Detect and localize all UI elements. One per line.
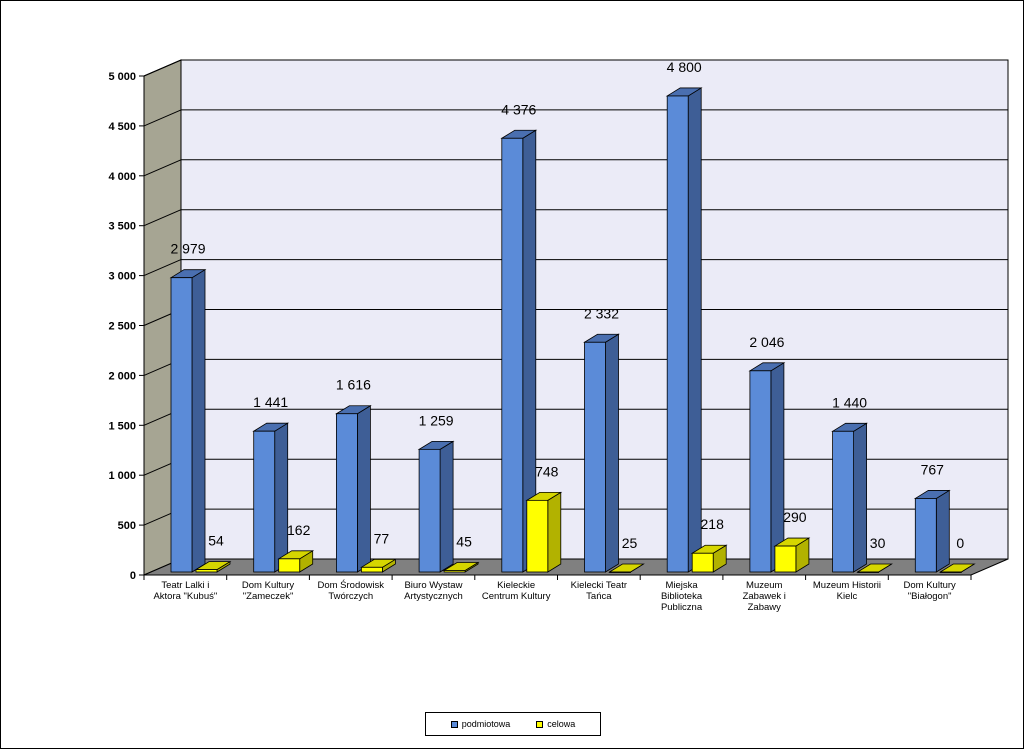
- gridline-side: [143, 159, 182, 177]
- category-label: Zabawek i: [743, 591, 786, 602]
- bar-podmiotowa-side: [770, 362, 785, 573]
- legend-label-podmiotowa: podmiotowa: [461, 719, 511, 729]
- category-label: "Białogon": [908, 591, 952, 602]
- category-label: Teatr Lalki i: [161, 580, 209, 591]
- legend-label-celowa: celowa: [547, 719, 576, 729]
- category-label: Miejska: [665, 580, 698, 591]
- data-label-celowa: 77: [374, 530, 390, 546]
- category-label: Dom Kultury: [242, 580, 295, 591]
- bar-celowa: [774, 545, 797, 573]
- bar-celowa: [857, 571, 879, 573]
- data-label-podmiotowa: 4 800: [667, 59, 702, 75]
- bar-podmiotowa: [832, 430, 854, 573]
- category-label: Muzeum Historii: [813, 580, 881, 591]
- gridline-side: [143, 209, 182, 227]
- category-label: Dom Środowisk: [317, 579, 384, 591]
- data-label-celowa: 0: [956, 535, 964, 551]
- data-label-podmiotowa: 767: [921, 461, 945, 477]
- bar-celowa: [360, 566, 383, 573]
- bar-podmiotowa: [253, 430, 276, 573]
- y-tick-label: 2 500: [108, 321, 136, 333]
- bar-celowa-side: [547, 491, 562, 573]
- category-label: Artystycznych: [404, 591, 463, 602]
- data-label-podmiotowa: 1 441: [253, 394, 288, 410]
- data-label-podmiotowa: 2 046: [749, 334, 784, 350]
- bar-podmiotowa-side: [274, 422, 289, 573]
- bar-podmiotowa: [501, 137, 524, 573]
- y-tick-label: 3 500: [108, 221, 136, 233]
- bar-celowa: [939, 571, 962, 573]
- y-tick-label: 4 000: [108, 171, 136, 183]
- bar-podmiotowa: [914, 498, 937, 573]
- bar-podmiotowa-side: [605, 333, 619, 573]
- data-label-podmiotowa: 1 616: [336, 377, 371, 393]
- data-label-celowa: 45: [456, 534, 472, 550]
- gridline-side: [143, 259, 182, 277]
- data-label-podmiotowa: 1 259: [419, 412, 454, 428]
- bar-podmiotowa-side: [356, 405, 371, 573]
- bar-celowa: [278, 558, 301, 573]
- category-label: Zabawy: [748, 602, 782, 613]
- data-label-celowa: 54: [208, 533, 224, 549]
- y-tick-label: 5 000: [108, 71, 136, 83]
- data-label-celowa: 290: [783, 509, 807, 525]
- y-tick-label: 4 500: [108, 121, 136, 133]
- data-label-celowa: 162: [287, 522, 311, 538]
- bar-podmiotowa: [666, 95, 689, 573]
- bar-celowa: [526, 499, 549, 573]
- category-label: Kieleckie: [497, 580, 535, 591]
- data-label-celowa: 25: [622, 535, 638, 551]
- category-label: Kielc: [837, 591, 858, 602]
- gridline-side: [143, 109, 182, 127]
- bar-celowa: [691, 552, 714, 573]
- data-label-podmiotowa: 2 979: [170, 241, 205, 257]
- category-label: "Zameczek": [243, 591, 294, 602]
- category-label: Tańca: [586, 591, 612, 602]
- category-label: Publiczna: [661, 602, 703, 613]
- category-label: Muzeum: [746, 580, 783, 591]
- y-tick-label: 500: [118, 520, 136, 532]
- legend-item-podmiotowa: podmiotowa: [450, 719, 511, 729]
- category-label: Biuro Wystaw: [404, 580, 462, 591]
- legend: podmiotowa celowa: [425, 712, 601, 736]
- category-label: Kielecki Teatr: [571, 580, 627, 591]
- data-label-podmiotowa: 4 376: [501, 101, 536, 117]
- gridline-side: [143, 59, 182, 77]
- bar-celowa: [443, 570, 466, 573]
- bar-podmiotowa-side: [935, 489, 950, 573]
- bar-podmiotowa: [749, 370, 772, 573]
- bar-celowa: [609, 571, 631, 573]
- y-tick-label: 1 500: [108, 420, 136, 432]
- category-label: Aktora "Kubuś": [153, 591, 217, 602]
- data-label-celowa: 30: [870, 535, 886, 551]
- y-tick-label: 0: [130, 570, 136, 582]
- data-label-podmiotowa: 2 332: [584, 305, 619, 321]
- legend-swatch-podmiotowa: [450, 720, 458, 728]
- category-label: Dom Kultury: [904, 580, 957, 591]
- data-label-celowa: 748: [535, 463, 559, 479]
- category-label: Centrum Kultury: [482, 591, 551, 602]
- y-tick-label: 1 000: [108, 470, 136, 482]
- bar-celowa: [195, 569, 218, 573]
- bar-podmiotowa: [418, 448, 441, 573]
- data-label-celowa: 218: [701, 516, 725, 532]
- bar-podmiotowa-side: [687, 87, 702, 573]
- bar-podmiotowa: [335, 413, 358, 573]
- data-label-podmiotowa: 1 440: [832, 394, 867, 410]
- bar-podmiotowa-side: [191, 268, 206, 573]
- y-tick-label: 2 000: [108, 370, 136, 382]
- bar-podmiotowa-side: [439, 440, 454, 573]
- y-tick-label: 3 000: [108, 271, 136, 283]
- bar-podmiotowa-side: [853, 422, 867, 573]
- legend-swatch-celowa: [536, 720, 544, 728]
- category-label: Biblioteka: [661, 591, 703, 602]
- category-label: Twórczych: [328, 591, 373, 602]
- bar-podmiotowa: [170, 277, 193, 573]
- legend-item-celowa: celowa: [536, 719, 575, 729]
- bar-podmiotowa: [584, 341, 606, 573]
